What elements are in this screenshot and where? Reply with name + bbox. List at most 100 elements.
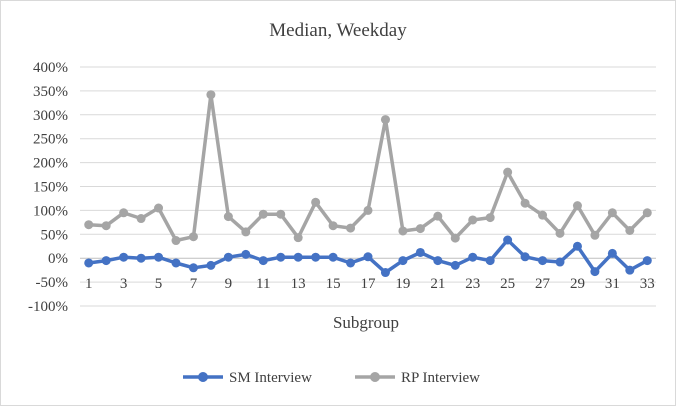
data-point <box>293 252 303 262</box>
y-tick-label: 150% <box>33 180 68 196</box>
data-point <box>398 256 408 266</box>
data-point <box>398 226 408 236</box>
data-point <box>415 247 425 257</box>
data-point <box>223 252 233 262</box>
data-point <box>468 215 478 225</box>
data-point <box>328 252 338 262</box>
x-tick-label: 23 <box>465 276 480 292</box>
data-point <box>590 267 600 277</box>
x-tick-label: 33 <box>640 276 655 292</box>
data-point <box>642 256 652 266</box>
legend-label: SM Interview <box>229 370 312 386</box>
y-axis-ticks: -100% -50% 0% 50% 100% 150% 200% 250% 300% 350% 40… <box>28 60 68 315</box>
data-point <box>258 256 268 266</box>
data-point <box>206 260 216 270</box>
data-point <box>241 249 251 259</box>
data-point <box>328 221 338 231</box>
data-point <box>188 263 198 273</box>
data-point <box>468 252 478 262</box>
data-point <box>101 221 111 231</box>
data-point <box>520 198 530 208</box>
legend: SM Interview RP Interview <box>183 370 480 386</box>
legend-marker <box>198 372 208 382</box>
data-point <box>276 209 286 219</box>
data-point <box>503 167 513 177</box>
data-point <box>572 201 582 211</box>
data-point <box>590 230 600 240</box>
x-tick-label: 31 <box>605 276 620 292</box>
x-tick-label: 19 <box>395 276 410 292</box>
x-tick-label: 1 <box>85 276 93 292</box>
x-axis-ticks: 1 3 5 7 9 11 13 15 17 19 21 23 25 27 29 31 33 <box>85 276 655 292</box>
y-tick-label: 200% <box>33 156 68 172</box>
x-tick-label: 13 <box>291 276 306 292</box>
data-point <box>171 258 181 268</box>
series-line <box>88 92 649 243</box>
series-layer <box>84 90 652 278</box>
x-tick-label: 3 <box>120 276 128 292</box>
legend-label: RP Interview <box>401 370 480 386</box>
data-point <box>136 253 146 263</box>
x-axis-title: Subgroup <box>333 313 399 332</box>
data-point <box>101 256 111 266</box>
data-point <box>538 210 548 220</box>
data-point <box>607 208 617 218</box>
series-sm-interview <box>84 235 652 278</box>
x-tick-label: 11 <box>256 276 270 292</box>
legend-item: RP Interview <box>355 370 480 386</box>
data-point <box>293 233 303 243</box>
data-point <box>223 212 233 222</box>
data-point <box>625 225 635 235</box>
data-point <box>607 248 617 258</box>
data-point <box>485 213 495 223</box>
data-point <box>363 205 373 215</box>
x-tick-label: 17 <box>361 276 377 292</box>
data-point <box>136 214 146 224</box>
data-point <box>258 209 268 219</box>
data-point <box>276 252 286 262</box>
data-point <box>433 211 443 221</box>
gridlines <box>80 66 656 307</box>
data-point <box>450 233 460 243</box>
x-tick-label: 27 <box>535 276 551 292</box>
y-tick-label: 100% <box>33 203 68 219</box>
data-point <box>450 260 460 270</box>
x-tick-label: 21 <box>430 276 445 292</box>
data-point <box>171 236 181 246</box>
data-point <box>625 265 635 275</box>
data-point <box>119 208 129 218</box>
data-point <box>154 203 164 213</box>
data-point <box>380 268 390 278</box>
data-point <box>572 241 582 251</box>
data-point <box>84 258 94 268</box>
data-point <box>206 90 216 100</box>
data-point <box>555 257 565 267</box>
data-point <box>433 256 443 266</box>
data-point <box>241 227 251 237</box>
series-rp-interview <box>84 90 652 246</box>
y-tick-label: 250% <box>33 132 68 148</box>
data-point <box>555 228 565 238</box>
data-point <box>188 232 198 242</box>
y-tick-label: -50% <box>36 275 69 291</box>
data-point <box>380 115 390 125</box>
x-tick-label: 5 <box>155 276 163 292</box>
data-point <box>363 252 373 262</box>
y-tick-label: 300% <box>33 108 68 124</box>
data-point <box>346 223 356 233</box>
y-tick-label: 350% <box>33 84 68 100</box>
data-point <box>119 252 129 262</box>
data-point <box>485 256 495 266</box>
data-point <box>84 220 94 230</box>
y-tick-label: 0% <box>48 251 68 267</box>
y-tick-label: -100% <box>28 299 68 315</box>
x-tick-label: 25 <box>500 276 515 292</box>
chart-title: Median, Weekday <box>269 20 407 41</box>
data-point <box>503 235 513 245</box>
x-tick-label: 15 <box>326 276 341 292</box>
y-tick-label: 400% <box>33 60 68 76</box>
data-point <box>311 252 321 262</box>
data-point <box>346 258 356 268</box>
